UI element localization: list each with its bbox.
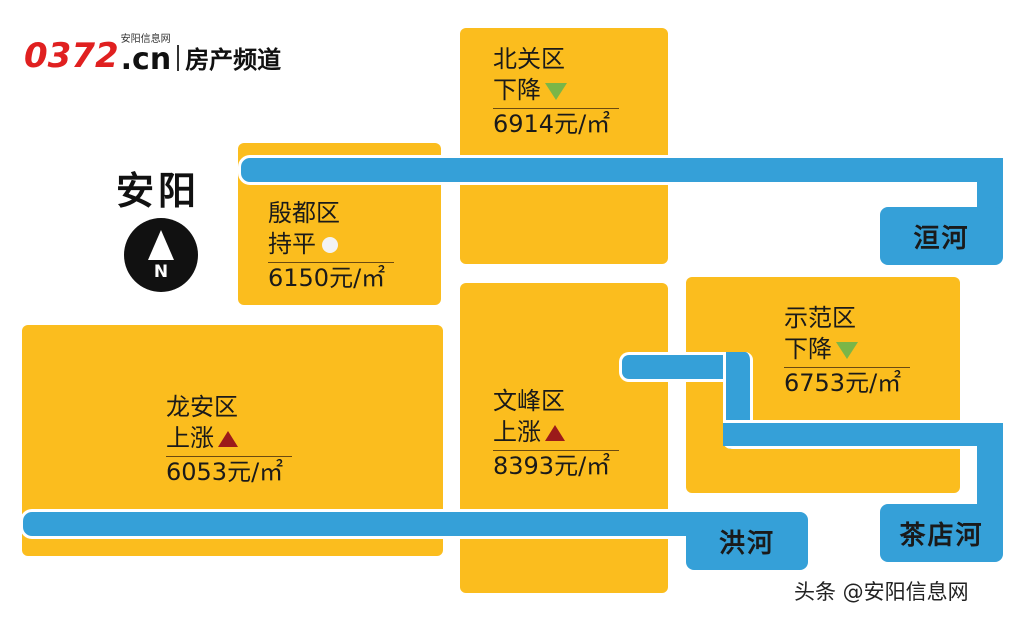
trend-label: 下降	[493, 76, 541, 104]
river-label-hong: 洪河	[686, 512, 808, 570]
logo-site-name: 安阳信息网	[120, 34, 171, 45]
up-triangle-icon	[545, 425, 565, 441]
compass-icon: N	[124, 218, 198, 292]
district-price: 6150元/㎡	[268, 264, 386, 292]
district-name: 龙安区	[166, 393, 238, 421]
district-beiguan	[460, 28, 668, 264]
logo-channel: 房产频道	[185, 46, 282, 74]
district-price: 6753元/㎡	[784, 369, 902, 397]
divider	[166, 456, 292, 457]
logo-divider	[177, 45, 180, 71]
trend-label: 上涨	[166, 424, 214, 452]
district-info-shifan: 示范区 下降 6753元/㎡	[784, 303, 910, 399]
district-trend: 持平	[268, 229, 394, 260]
logo-brand: 0372	[24, 36, 119, 76]
trend-label: 持平	[268, 230, 316, 258]
district-name: 示范区	[784, 304, 856, 332]
down-triangle-icon	[545, 82, 567, 100]
district-info-longan: 龙安区 上涨 6053元/㎡	[166, 392, 292, 488]
up-triangle-icon	[218, 431, 238, 447]
river-label-huan: 洹河	[880, 207, 1003, 265]
logo: 0372 安阳信息网 .cn 房产频道	[24, 34, 281, 75]
river-fill-patch	[980, 423, 1003, 446]
district-price: 6053元/㎡	[166, 458, 284, 486]
district-info-wenfeng: 文峰区 上涨 8393元/㎡	[493, 386, 619, 482]
down-triangle-icon	[836, 341, 858, 359]
logo-domain-stack: 安阳信息网 .cn	[121, 34, 172, 75]
district-price: 6914元/㎡	[493, 110, 611, 138]
divider	[493, 108, 619, 109]
district-price: 8393元/㎡	[493, 452, 611, 480]
district-trend: 下降	[493, 75, 619, 106]
hong-river	[20, 509, 800, 539]
district-name: 殷都区	[268, 199, 340, 227]
divider	[784, 367, 910, 368]
flat-dot-icon	[322, 237, 338, 253]
chadian-river-mid	[723, 420, 1006, 449]
district-info-beiguan: 北关区 下降 6914元/㎡	[493, 44, 619, 140]
district-trend: 上涨	[166, 423, 292, 454]
river-fill-patch	[980, 158, 1003, 182]
trend-label: 下降	[784, 335, 832, 363]
compass-letter: N	[153, 262, 169, 282]
north-arrow-icon	[148, 230, 174, 260]
district-name: 北关区	[493, 45, 565, 73]
huan-river	[238, 155, 1006, 185]
city-title: 安阳	[116, 169, 201, 213]
district-trend: 下降	[784, 334, 910, 365]
divider	[493, 450, 619, 451]
river-fill-patch	[723, 423, 753, 446]
district-info-yindu: 殷都区 持平 6150元/㎡	[268, 198, 394, 294]
district-name: 文峰区	[493, 387, 565, 415]
divider	[268, 262, 394, 263]
logo-domain: .cn	[120, 42, 172, 77]
footer-credit: 头条 @安阳信息网	[794, 580, 969, 604]
district-trend: 上涨	[493, 417, 619, 448]
river-label-chadian: 茶店河	[880, 504, 1003, 562]
trend-label: 上涨	[493, 418, 541, 446]
